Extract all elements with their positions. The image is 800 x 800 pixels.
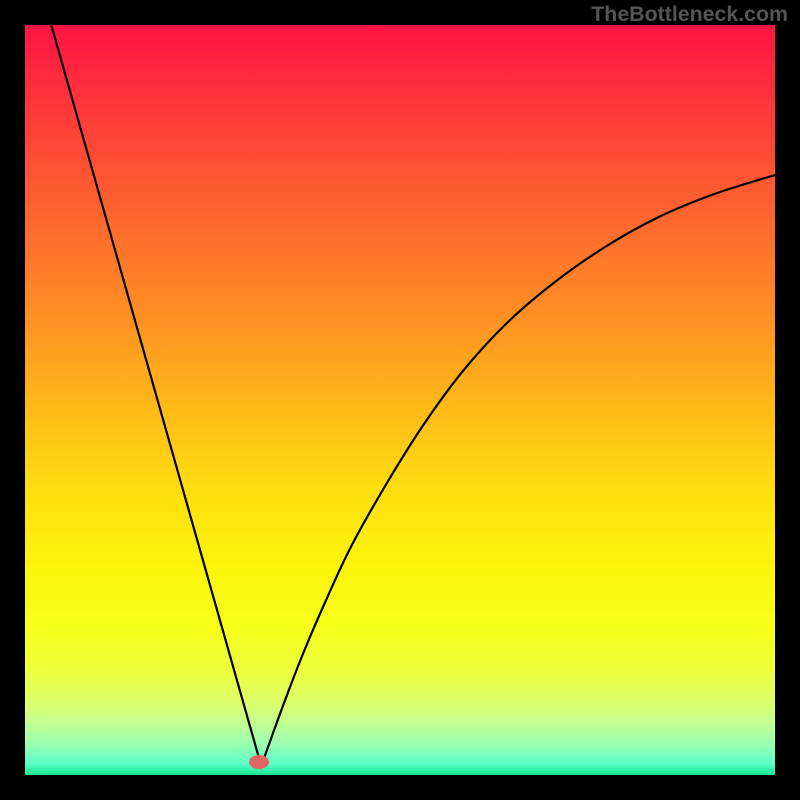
bottleneck-curve bbox=[25, 25, 775, 775]
chart-frame: TheBottleneck.com bbox=[0, 0, 800, 800]
optimal-point-marker bbox=[249, 755, 269, 769]
curve-path bbox=[51, 25, 775, 766]
watermark-text: TheBottleneck.com bbox=[591, 2, 788, 27]
plot-area bbox=[25, 25, 775, 775]
